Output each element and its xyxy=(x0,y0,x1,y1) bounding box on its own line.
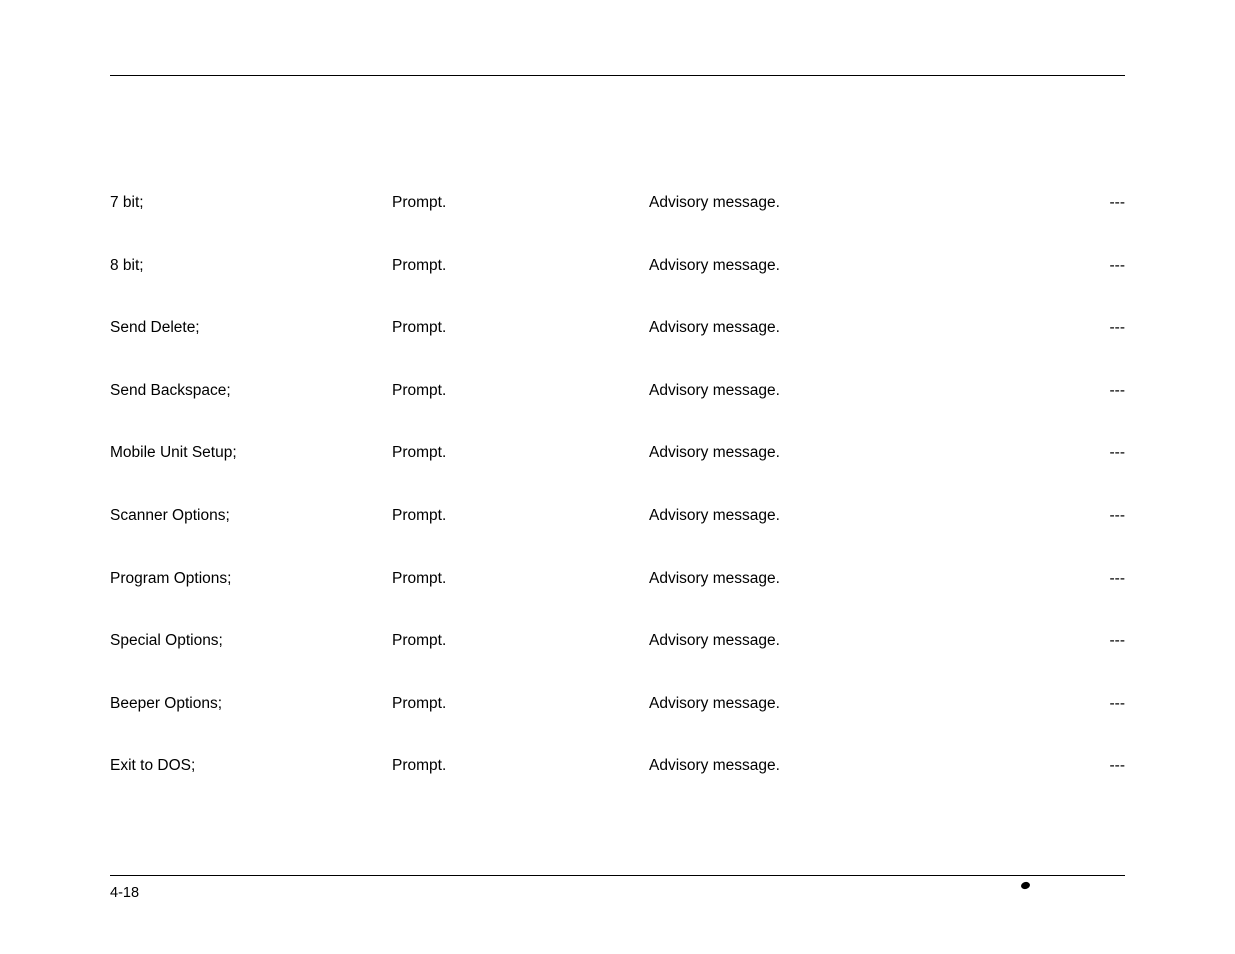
prompt-cell: Prompt. xyxy=(392,444,649,463)
table-row: 8 bit; Prompt. Advisory message. --- xyxy=(110,257,1125,276)
prompt-cell: Prompt. xyxy=(392,507,649,526)
prompt-cell: Prompt. xyxy=(392,570,649,589)
message-cell: Advisory message. xyxy=(649,757,1001,776)
message-cell: Advisory message. xyxy=(649,319,1001,338)
prompt-cell: Prompt. xyxy=(392,382,649,401)
value-cell: --- xyxy=(1001,507,1125,526)
table-row: Mobile Unit Setup; Prompt. Advisory mess… xyxy=(110,444,1125,463)
prompt-cell: Prompt. xyxy=(392,257,649,276)
prompt-cell: Prompt. xyxy=(392,632,649,651)
value-cell: --- xyxy=(1001,257,1125,276)
param-cell: Program Options; xyxy=(110,570,392,589)
value-cell: --- xyxy=(1001,632,1125,651)
param-cell: Exit to DOS; xyxy=(110,757,392,776)
param-cell: Send Backspace; xyxy=(110,382,392,401)
message-cell: Advisory message. xyxy=(649,695,1001,714)
table-row: Special Options; Prompt. Advisory messag… xyxy=(110,632,1125,651)
prompt-cell: Prompt. xyxy=(392,319,649,338)
prompt-cell: Prompt. xyxy=(392,194,649,213)
message-cell: Advisory message. xyxy=(649,382,1001,401)
table-row: Send Backspace; Prompt. Advisory message… xyxy=(110,382,1125,401)
page-number: 4-18 xyxy=(110,885,139,901)
message-cell: Advisory message. xyxy=(649,444,1001,463)
param-cell: Beeper Options; xyxy=(110,695,392,714)
page-footer: 4-18 xyxy=(110,875,1125,902)
param-cell: Special Options; xyxy=(110,632,392,651)
param-cell: Send Delete; xyxy=(110,319,392,338)
value-cell: --- xyxy=(1001,444,1125,463)
document-page: 7 bit; Prompt. Advisory message. --- 8 b… xyxy=(0,0,1235,954)
prompt-cell: Prompt. xyxy=(392,757,649,776)
param-cell: Scanner Options; xyxy=(110,507,392,526)
table-row: Beeper Options; Prompt. Advisory message… xyxy=(110,695,1125,714)
prompt-cell: Prompt. xyxy=(392,695,649,714)
message-cell: Advisory message. xyxy=(649,570,1001,589)
table-row: Exit to DOS; Prompt. Advisory message. -… xyxy=(110,757,1125,776)
value-cell: --- xyxy=(1001,695,1125,714)
message-cell: Advisory message. xyxy=(649,194,1001,213)
table-row: Send Delete; Prompt. Advisory message. -… xyxy=(110,319,1125,338)
value-cell: --- xyxy=(1001,382,1125,401)
value-cell: --- xyxy=(1001,319,1125,338)
table-row: 7 bit; Prompt. Advisory message. --- xyxy=(110,194,1125,213)
message-cell: Advisory message. xyxy=(649,632,1001,651)
footer-ornament xyxy=(1005,884,1125,902)
top-horizontal-rule xyxy=(110,75,1125,76)
param-cell: 7 bit; xyxy=(110,194,392,213)
table-content: 7 bit; Prompt. Advisory message. --- 8 b… xyxy=(110,194,1125,776)
param-cell: Mobile Unit Setup; xyxy=(110,444,392,463)
param-cell: 8 bit; xyxy=(110,257,392,276)
dot-icon xyxy=(1020,881,1031,890)
value-cell: --- xyxy=(1001,570,1125,589)
table-row: Program Options; Prompt. Advisory messag… xyxy=(110,570,1125,589)
value-cell: --- xyxy=(1001,757,1125,776)
message-cell: Advisory message. xyxy=(649,257,1001,276)
value-cell: --- xyxy=(1001,194,1125,213)
message-cell: Advisory message. xyxy=(649,507,1001,526)
table-row: Scanner Options; Prompt. Advisory messag… xyxy=(110,507,1125,526)
